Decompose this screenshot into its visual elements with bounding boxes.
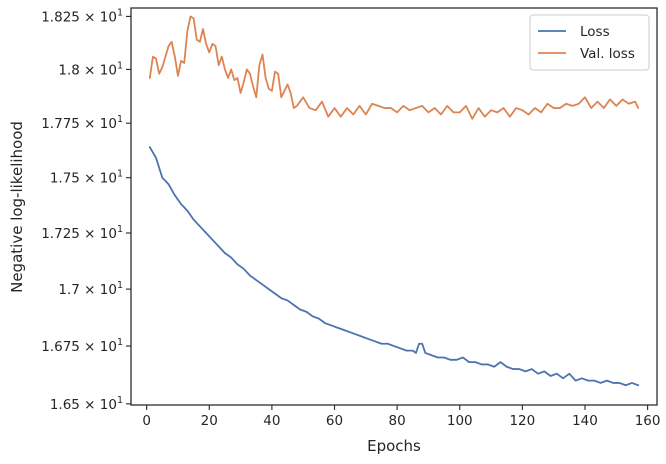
- x-tick-label: 120: [509, 413, 535, 429]
- legend-box: [529, 14, 650, 71]
- x-axis-ticks: 0 20 40 60 80 100 120 140 160: [142, 405, 660, 429]
- legend-label-val-loss: Val. loss: [580, 46, 635, 62]
- y-tick-label: 1.675 × 101: [41, 337, 123, 355]
- x-tick-label: 140: [572, 413, 598, 429]
- y-tick-label: 1.725 × 101: [41, 224, 123, 242]
- y-tick-label: 1.775 × 101: [41, 114, 123, 132]
- y-tick-label: 1.7 × 101: [58, 280, 123, 298]
- x-tick-label: 100: [447, 413, 473, 429]
- y-tick-label: 1.65 × 101: [50, 395, 123, 413]
- legend: Loss Val. loss: [529, 14, 650, 71]
- y-tick-label: 1.825 × 101: [41, 7, 123, 25]
- x-tick-label: 60: [326, 413, 343, 429]
- x-axis-label: Epochs: [367, 437, 421, 455]
- y-tick-label: 1.75 × 101: [50, 169, 123, 187]
- legend-label-loss: Loss: [580, 24, 610, 40]
- x-tick-label: 20: [201, 413, 218, 429]
- plot-lines: [148, 15, 640, 387]
- y-axis-ticks: 1.65 × 101 1.675 × 101 1.7 × 101 1.725 × 10…: [41, 7, 131, 413]
- y-tick-label: 1.8 × 101: [58, 60, 123, 78]
- x-tick-label: 40: [263, 413, 280, 429]
- series-line-loss: [148, 146, 640, 387]
- x-tick-label: 0: [142, 413, 151, 429]
- x-tick-label: 160: [635, 413, 661, 429]
- x-tick-label: 80: [389, 413, 406, 429]
- y-axis-label: Negative log-likelihood: [8, 121, 26, 293]
- series-line-val-loss: [148, 15, 640, 120]
- axes-frame: [130, 7, 658, 406]
